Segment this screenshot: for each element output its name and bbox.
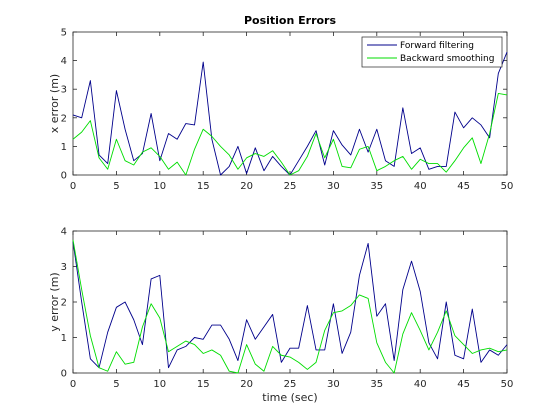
x-error-ytick-label: 3 [61,85,67,96]
x-error-series-backward-smoothing-line [72,93,508,176]
x-error-xtick-label: 15 [197,181,210,192]
x-error-xtick-label: 20 [240,181,253,192]
y-error-xtick-label: 15 [197,379,210,390]
y-error-xtick-label: 30 [327,379,340,390]
legend-label-backward: Backward smoothing [400,54,494,64]
y-error-ticks: 0 5 10 15 20 25 30 35 40 45 50 0 1 2 3 4 [61,227,514,391]
y-error-series-forward-filtering-line [72,241,508,369]
x-error-ytick-label: 4 [61,56,67,67]
y-error-ytick-label: 3 [61,262,67,273]
legend-box [361,36,503,68]
y-error-xtick-label: 40 [414,379,427,390]
y-error-xtick-label: 5 [113,379,119,390]
y-error-xlabel: time (sec) [262,391,317,404]
y-error-xtick-label: 20 [240,379,253,390]
y-error-ytick-label: 4 [61,227,67,238]
y-error-ytick-label: 1 [61,333,67,344]
y-error-ytick-label: 0 [61,369,67,380]
y-error-ytick-label: 2 [61,298,67,309]
y-error-xtick-label: 50 [501,379,514,390]
x-error-xtick-label: 25 [284,181,297,192]
x-error-xtick-label: 35 [370,181,383,192]
x-error-xtick-label: 30 [327,181,340,192]
chart-title: Position Errors [244,14,337,27]
x-error-ytick-label: 1 [61,142,67,153]
y-error-plot: 0 5 10 15 20 25 30 35 40 45 50 0 1 2 3 4 y error (m) ti… [48,227,513,405]
x-error-xtick-label: 40 [414,181,427,192]
y-error-xtick-label: 45 [457,379,470,390]
x-error-xtick-label: 10 [153,181,166,192]
y-error-series [72,239,508,374]
x-error-xtick-label: 45 [457,181,470,192]
x-error-xtick-label: 0 [70,181,76,192]
x-error-series [72,51,508,176]
y-error-series-backward-smoothing-line [72,239,508,374]
x-error-ylabel: x error (m) [48,74,61,133]
x-error-xtick-label: 5 [113,181,119,192]
legend: Forward filtering Backward smoothing [361,36,503,68]
y-error-xtick-label: 10 [153,379,166,390]
x-error-ytick-label: 2 [61,113,67,124]
y-error-axes-box [72,230,508,374]
y-error-xtick-label: 0 [70,379,76,390]
x-error-ytick-label: 5 [61,28,67,39]
y-error-xtick-label: 25 [284,379,297,390]
x-error-ytick-label: 0 [61,171,67,182]
x-error-xtick-label: 50 [501,181,514,192]
y-error-ylabel: y error (m) [48,272,61,331]
y-error-xtick-label: 35 [370,379,383,390]
legend-label-forward: Forward filtering [400,41,474,51]
